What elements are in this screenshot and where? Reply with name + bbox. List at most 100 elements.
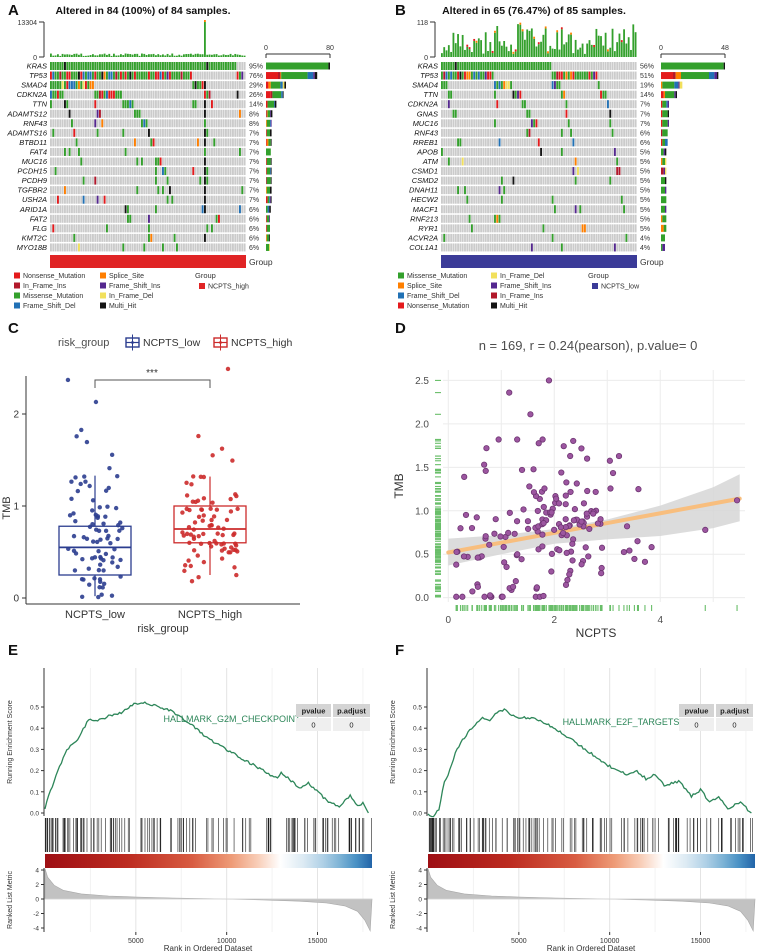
onco-cell-bg xyxy=(609,205,612,214)
onco-cell-bg xyxy=(120,147,122,156)
onco-cell xyxy=(204,138,206,147)
onco-cell-bg xyxy=(581,157,584,166)
onco-cell-bg xyxy=(54,128,57,137)
onco-cell-bg xyxy=(553,109,556,118)
onco-cell-bg xyxy=(489,167,492,176)
gene-bar-seg xyxy=(267,196,270,204)
onco-cell-bg xyxy=(443,157,446,166)
gene-pct: 5% xyxy=(640,216,650,223)
onco-cell xyxy=(141,71,143,80)
onco-cell-bg xyxy=(138,243,141,252)
onco-cell-bg xyxy=(530,205,533,214)
onco-cell-bg xyxy=(530,224,533,233)
onco-cell-bg xyxy=(556,138,559,147)
onco-cell-bg xyxy=(558,167,561,176)
gene-bar-seg xyxy=(678,81,680,89)
onco-cell-bg xyxy=(117,138,120,147)
onco-cell-bg xyxy=(498,157,501,166)
tmb-bar xyxy=(178,54,181,57)
onco-cell-bg xyxy=(75,186,78,195)
onco-cell-bg xyxy=(537,100,540,109)
onco-cell-bg xyxy=(208,243,211,252)
onco-cell-bg xyxy=(201,243,204,252)
onco-cell-bg xyxy=(558,128,561,137)
onco-cell-bg xyxy=(549,214,552,223)
onco-cell-bg xyxy=(157,90,160,99)
onco-cell-bg xyxy=(540,100,543,109)
gene-pct: 6% xyxy=(640,130,650,137)
onco-cell-bg xyxy=(551,138,554,147)
tmb-bar xyxy=(482,53,485,57)
scatter-point xyxy=(514,436,521,443)
onco-cell-bg xyxy=(500,128,503,137)
onco-cell-bg xyxy=(183,243,185,252)
onco-cell-bg xyxy=(441,233,443,242)
onco-cell xyxy=(583,71,586,80)
onco-cell-bg xyxy=(632,214,635,223)
tmb-bar-tip xyxy=(468,47,471,50)
onco-cell-bg xyxy=(588,100,591,109)
onco-cell-bg xyxy=(528,214,531,223)
onco-cell-bg xyxy=(627,176,630,185)
onco-cell-bg xyxy=(75,147,78,156)
onco-cell-bg xyxy=(96,157,99,166)
onco-cell-bg xyxy=(528,224,531,233)
gene-pct: 8% xyxy=(249,121,259,128)
onco-cell-bg xyxy=(604,81,607,90)
onco-cell-bg xyxy=(218,109,220,118)
onco-cell xyxy=(241,71,244,80)
onco-cell xyxy=(131,100,134,109)
onco-cell xyxy=(542,224,545,233)
onco-cell-bg xyxy=(450,176,453,185)
onco-cell-bg xyxy=(632,157,635,166)
jitter-point xyxy=(71,533,77,539)
onco-cell-bg xyxy=(553,176,556,185)
jitter-point xyxy=(196,433,201,439)
onco-cell-bg xyxy=(503,195,506,204)
onco-cell-bg xyxy=(604,186,607,195)
onco-cell-bg xyxy=(61,233,64,242)
onco-cell xyxy=(120,90,122,99)
gene-label: HECW2 xyxy=(411,195,439,204)
onco-cell-bg xyxy=(164,100,167,109)
onco-cell-bg xyxy=(570,147,572,156)
onco-cell-bg xyxy=(227,233,230,242)
onco-cell-bg xyxy=(524,128,526,137)
gene-bar-seg xyxy=(661,196,667,204)
onco-cell-bg xyxy=(475,214,478,223)
tmb-bar xyxy=(187,53,190,57)
onco-cell xyxy=(194,62,197,70)
onco-cell-bg xyxy=(176,224,178,233)
onco-cell-bg xyxy=(173,138,176,147)
onco-cell-bg xyxy=(157,119,160,128)
onco-cell-bg xyxy=(480,100,483,109)
onco-cell-bg xyxy=(517,71,519,80)
onco-cell-bg xyxy=(450,109,453,118)
onco-cell-bg xyxy=(64,214,66,223)
onco-cell-bg xyxy=(218,176,220,185)
onco-cell-bg xyxy=(505,243,508,252)
onco-cell-bg xyxy=(533,176,536,185)
onco-cell-bg xyxy=(544,90,547,99)
onco-cell-bg xyxy=(468,100,471,109)
onco-cell-bg xyxy=(155,214,157,223)
onco-cell-bg xyxy=(600,62,602,70)
jitter-point xyxy=(210,500,215,505)
onco-cell-bg xyxy=(243,224,246,233)
onco-cell-bg xyxy=(613,186,616,195)
onco-cell-bg xyxy=(152,233,155,242)
onco-cell-bg xyxy=(103,128,106,137)
onco-cell-bg xyxy=(590,186,593,195)
onco-cell-bg xyxy=(232,71,234,80)
onco-cell-bg xyxy=(572,195,575,204)
onco-cell-bg xyxy=(487,214,489,223)
gene-bar-axis-min: 0 xyxy=(264,45,268,52)
onco-cell-bg xyxy=(613,119,616,128)
onco-cell-bg xyxy=(524,233,526,242)
onco-cell xyxy=(197,138,199,147)
onco-cell-bg xyxy=(521,233,524,242)
onco-cell-bg xyxy=(604,100,607,109)
onco-cell-bg xyxy=(241,243,244,252)
onco-cell-bg xyxy=(567,243,570,252)
onco-cell-bg xyxy=(227,243,230,252)
